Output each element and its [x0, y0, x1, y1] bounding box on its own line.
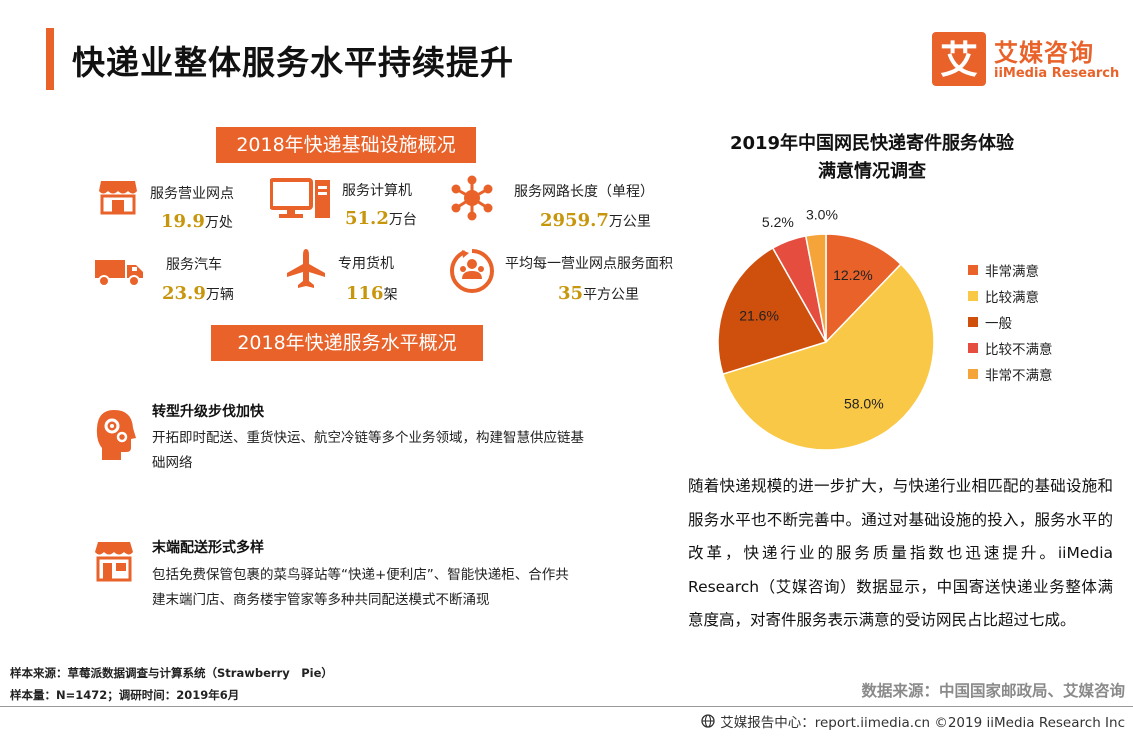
stat-value-computers: 51.2万台	[345, 208, 417, 229]
stat-number-vehicles: 23.9	[162, 283, 206, 304]
stat-number-cargo-planes: 116	[346, 283, 384, 304]
storefront-icon	[99, 181, 137, 215]
service-heading: 2018年快递服务水平概况	[211, 325, 483, 361]
service-desc-last-mile: 包括免费保管包裹的菜鸟驿站等“快递+便利店”、智能快递柜、合作共建末端门店、商务…	[152, 567, 569, 608]
legend-swatch	[968, 291, 978, 301]
legend-label: 比较不满意	[985, 342, 1053, 358]
coverage-icon	[449, 249, 494, 293]
pie-slice	[825, 233, 902, 344]
logo-mark-char: 艾	[940, 38, 978, 82]
iimedia-logo: 艾 艾媒咨询 iiMedia Research	[932, 32, 1122, 88]
stat-number-computers: 51.2	[345, 208, 389, 229]
logo-en: iiMedia Research	[994, 66, 1120, 81]
page-title: 快递业整体服务水平持续提升	[72, 43, 514, 82]
stat-unit-cargo-planes: 架	[383, 287, 398, 303]
legend-swatch	[968, 317, 978, 327]
infrastructure-heading: 2018年快递基础设施概况	[216, 127, 476, 163]
summary-paragraph: 随着快递规模的进一步扩大，与快递行业相匹配的基础设施和服务水平也不断完善中。通过…	[688, 477, 1113, 629]
stat-number-area-per-outlet: 35	[558, 283, 584, 304]
sample-source-note: 样本来源：草莓派数据调查与计算系统（Strawberry Pie）	[10, 666, 333, 680]
globe-icon	[701, 714, 715, 728]
stat-unit-area-per-outlet: 平方公里	[583, 287, 640, 303]
legend-item: 一般	[968, 309, 1053, 335]
legend-swatch	[968, 369, 978, 379]
data-source: 数据来源：中国国家邮政局、艾媒咨询	[861, 682, 1125, 700]
stat-unit-outlets: 万处	[204, 215, 233, 231]
stat-label-network-length: 服务网路长度（单程）	[514, 184, 654, 200]
stat-value-outlets: 19.9万处	[161, 211, 233, 232]
stat-value-cargo-planes: 116架	[346, 283, 398, 304]
legend-item: 比较满意	[968, 283, 1053, 309]
service-title-transformation: 转型升级步伐加快	[152, 404, 264, 420]
legend-label: 一般	[985, 316, 1012, 332]
footer-text: 艾媒报告中心：report.iimedia.cn ©2019 iiMedia R…	[720, 715, 1125, 731]
chart-title-line2: 满意情况调查	[818, 161, 926, 182]
truck-icon	[95, 260, 143, 287]
legend-item: 非常不满意	[968, 361, 1053, 387]
airplane-icon	[287, 249, 325, 288]
legend-swatch	[968, 343, 978, 353]
stat-value-area-per-outlet: 35平方公里	[558, 283, 639, 304]
stat-label-area-per-outlet: 平均每一营业网点服务面积	[505, 256, 673, 272]
pie-data-label: 3.0%	[806, 207, 838, 223]
service-title-last-mile: 末端配送形式多样	[152, 540, 264, 556]
legend-item: 非常满意	[968, 257, 1053, 283]
pie-data-label: 58.0%	[844, 395, 884, 411]
service-desc-transformation: 开拓即时配送、重货快运、航空冷链等多个业务领域，构建智慧供应链基础网络	[152, 430, 584, 471]
footer: 艾媒报告中心：report.iimedia.cn ©2019 iiMedia R…	[701, 711, 1125, 731]
legend-swatch	[968, 265, 978, 275]
pie-slice	[804, 233, 827, 343]
chart-title-line1: 2019年中国网民快递寄件服务体验	[729, 133, 1015, 154]
pie-slice	[717, 246, 828, 376]
legend-item: 比较不满意	[968, 335, 1053, 361]
sample-size-note: 样本量：N=1472；调研时间：2019年6月	[10, 688, 240, 702]
pie-slice	[721, 263, 935, 451]
stat-label-outlets: 服务营业网点	[150, 186, 234, 202]
stat-number-outlets: 19.9	[161, 211, 205, 232]
chart-legend: 非常满意比较满意一般比较不满意非常不满意	[968, 257, 1053, 387]
stat-value-vehicles: 23.9万辆	[162, 283, 234, 304]
network-icon	[451, 175, 493, 221]
stat-value-network-length: 2959.7万公里	[540, 210, 651, 231]
stat-unit-computers: 万台	[388, 212, 417, 228]
head-gears-icon	[96, 410, 136, 460]
computer-icon	[270, 178, 330, 218]
shop-icon	[95, 542, 133, 582]
legend-label: 非常不满意	[985, 368, 1053, 384]
legend-label: 非常满意	[985, 264, 1039, 280]
pie-data-label: 12.2%	[833, 267, 873, 283]
stat-label-vehicles: 服务汽车	[166, 257, 222, 273]
pie-data-label: 21.6%	[739, 307, 779, 323]
stat-label-computers: 服务计算机	[342, 183, 412, 199]
logo-cn: 艾媒咨询	[994, 39, 1094, 67]
title-accent-bar	[46, 28, 54, 90]
stat-unit-vehicles: 万辆	[205, 287, 234, 303]
stat-unit-network-length: 万公里	[608, 214, 651, 230]
chart-title: 2019年中国网民快递寄件服务体验 满意情况调查	[680, 130, 1064, 186]
stat-number-network-length: 2959.7	[540, 210, 609, 231]
footer-divider	[0, 706, 1133, 707]
legend-label: 比较满意	[985, 290, 1039, 306]
satisfaction-pie-chart: 12.2% 58.0% 21.6% 5.2% 3.0%	[717, 207, 935, 451]
logo-mark: 艾	[932, 32, 986, 86]
pie-data-label: 5.2%	[762, 214, 794, 230]
stat-label-cargo-planes: 专用货机	[338, 256, 394, 272]
